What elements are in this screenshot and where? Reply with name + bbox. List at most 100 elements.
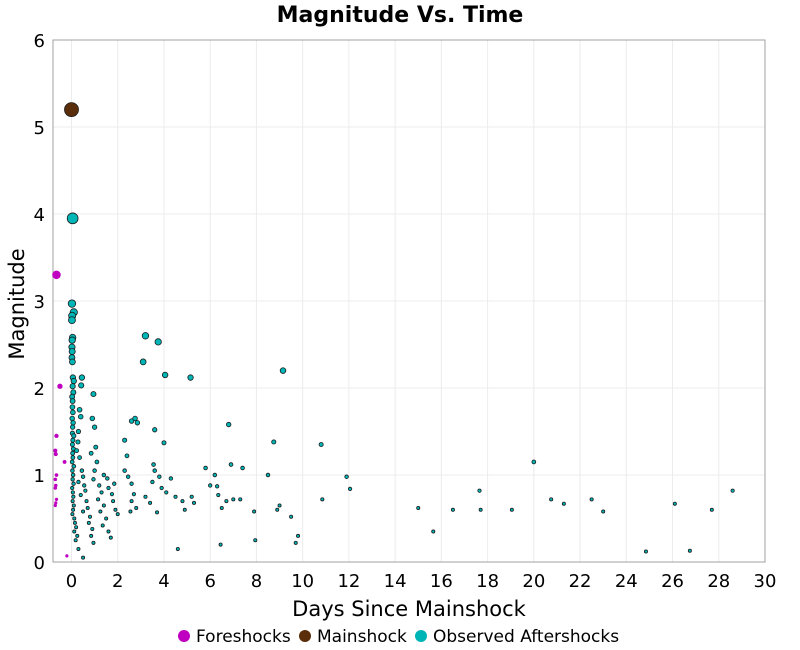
point-foreshocks [62,460,67,464]
point-observed-aftershocks [150,479,155,485]
point-foreshocks [53,448,58,453]
series-observed-aftershocks [66,212,735,560]
point-observed-aftershocks [168,476,174,481]
point-observed-aftershocks [431,529,436,534]
y-tick-label: 6 [34,31,45,52]
plot-area-frame [52,39,766,563]
point-observed-aftershocks [730,488,735,493]
legend-swatch-observed-aftershocks [415,630,427,642]
point-observed-aftershocks [344,474,349,479]
x-tick-label: 2 [112,571,123,592]
legend-label-mainshock: Mainshock [317,627,407,647]
point-observed-aftershocks [104,516,109,521]
chart-title: Magnitude Vs. Time [277,3,524,28]
point-observed-aftershocks [94,459,100,465]
point-observed-aftershocks [271,439,277,445]
point-observed-aftershocks [228,462,234,467]
point-observed-aftershocks [478,507,483,512]
point-observed-aftershocks [128,509,133,514]
point-observed-aftershocks [75,428,82,435]
point-observed-aftershocks [224,499,229,504]
point-observed-aftershocks [134,506,139,511]
x-tick-label: 8 [251,571,262,592]
point-observed-aftershocks [218,542,223,547]
point-observed-aftershocks [74,525,79,530]
point-observed-aftershocks [122,437,128,443]
point-observed-aftershocks [72,520,77,525]
point-observed-aftershocks [71,481,76,486]
point-observed-aftershocks [70,468,75,473]
point-observed-aftershocks [203,465,208,471]
point-observed-aftershocks [86,520,91,525]
x-tick-label: 28 [707,571,730,592]
point-observed-aftershocks [192,500,197,505]
point-observed-aftershocks [66,212,79,225]
point-observed-aftershocks [111,499,116,504]
point-observed-aftershocks [154,338,162,346]
point-observed-aftershocks [90,391,97,398]
point-observed-aftershocks [69,442,75,448]
point-foreshocks [52,270,61,280]
point-observed-aftershocks [112,481,117,486]
point-observed-aftershocks [87,514,92,519]
y-tick-label: 1 [34,466,45,487]
point-observed-aftershocks [182,507,187,512]
point-observed-aftershocks [161,371,169,379]
point-observed-aftershocks [416,506,421,511]
point-observed-aftershocks [131,492,136,497]
x-tick-label: 24 [615,571,638,592]
point-observed-aftershocks [549,497,554,502]
point-observed-aftershocks [71,503,76,508]
point-observed-aftershocks [157,474,162,479]
point-observed-aftershocks [219,506,224,511]
x-tick-label: 4 [158,571,169,592]
point-observed-aftershocks [85,506,90,511]
point-observed-aftershocks [252,509,257,514]
point-observed-aftershocks [74,448,79,454]
x-tick-label: 10 [291,571,314,592]
point-observed-aftershocks [477,488,482,493]
point-observed-aftershocks [161,440,167,446]
legend-swatch-mainshock [299,630,311,642]
point-observed-aftershocks [212,472,218,478]
x-tick-label: 16 [430,571,453,592]
point-observed-aftershocks [89,415,96,422]
point-observed-aftershocks [141,332,150,340]
point-observed-aftershocks [69,415,75,422]
point-observed-aftershocks [151,462,156,467]
point-observed-aftershocks [155,510,160,515]
x-tick-label: 22 [569,571,592,592]
y-tick-label: 0 [34,553,45,574]
point-observed-aftershocks [81,509,86,514]
point-observed-aftershocks [69,383,76,390]
point-observed-aftershocks [71,433,77,439]
point-observed-aftershocks [75,439,81,445]
point-observed-aftershocks [175,546,180,551]
point-observed-aftershocks [125,474,131,479]
point-observed-aftershocks [68,347,76,355]
point-observed-aftershocks [672,501,677,506]
point-observed-aftershocks [279,367,287,374]
y-tick-label: 3 [34,292,45,313]
point-observed-aftershocks [231,497,236,502]
y-tick-label: 4 [34,205,45,226]
point-observed-aftershocks [643,549,648,554]
point-foreshocks [53,452,58,457]
point-observed-aftershocks [129,481,134,486]
point-observed-aftershocks [78,382,85,389]
point-observed-aftershocks [128,418,135,424]
point-observed-aftershocks [561,501,566,506]
point-observed-aftershocks [71,494,76,499]
x-axis-label: Days Since Mainshock [292,597,526,621]
point-observed-aftershocks [180,499,185,504]
point-observed-aftershocks [69,398,76,404]
point-observed-aftershocks [109,492,115,497]
point-observed-aftershocks [73,538,78,543]
point-observed-aftershocks [129,499,134,504]
point-foreshocks [57,383,63,389]
point-observed-aftershocks [101,503,106,508]
point-observed-aftershocks [531,459,537,465]
point-observed-aftershocks [90,526,95,531]
point-observed-aftershocks [277,503,282,508]
point-observed-aftershocks [226,421,232,428]
